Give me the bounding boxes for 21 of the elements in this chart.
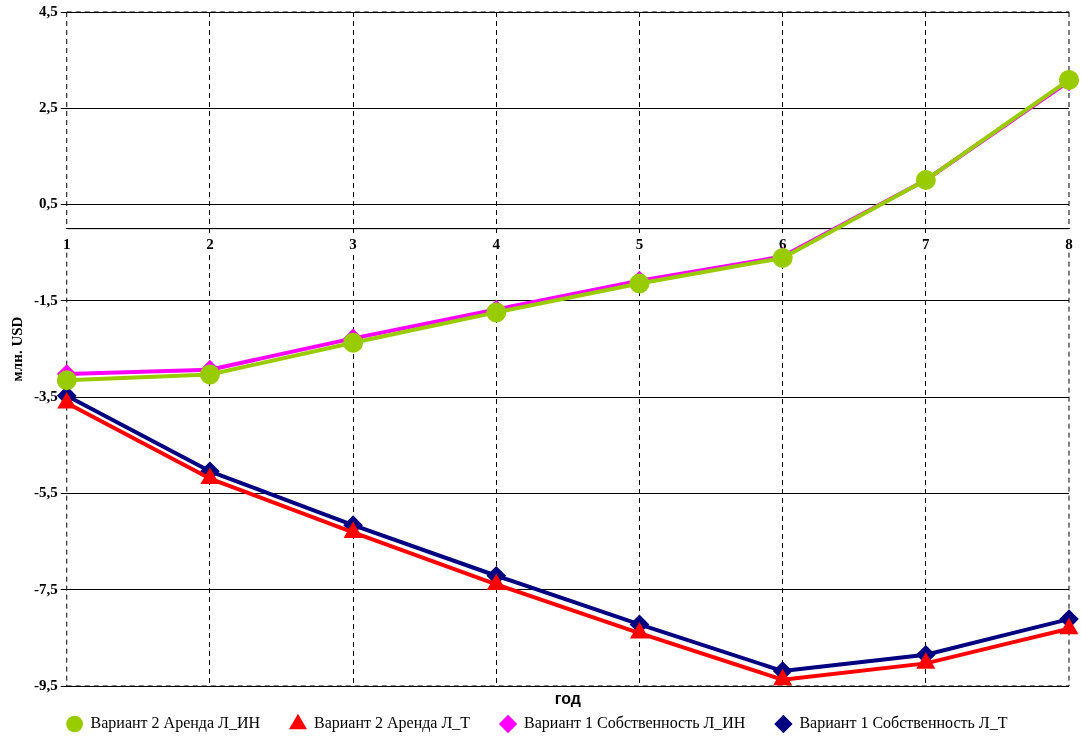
y-tick-label: -1,5 xyxy=(34,291,58,308)
x-tick-label: 3 xyxy=(349,235,357,252)
x-tick-label: 5 xyxy=(635,235,644,252)
y-tick-label: -5,5 xyxy=(34,484,58,501)
legend-label: Вариант 1 Собственность Л_Т xyxy=(799,714,1008,733)
x-axis-title: год xyxy=(554,690,581,708)
y-tick-label: -7,5 xyxy=(34,580,58,597)
x-tick-label: 4 xyxy=(492,235,501,252)
x-tick-label: 7 xyxy=(922,235,931,252)
x-tick-label: 1 xyxy=(63,235,71,252)
y-tick-label: -9,5 xyxy=(34,676,58,693)
y-axis-title: млн. USD xyxy=(8,316,25,382)
legend-label: Вариант 2 Аренда Л_ИН xyxy=(90,714,261,733)
y-tick-label: 2,5 xyxy=(39,99,58,116)
y-tick-label: 0,5 xyxy=(39,195,58,212)
y-tick-label: -3,5 xyxy=(34,388,58,405)
legend-label: Вариант 2 Аренда Л_Т xyxy=(314,714,471,733)
legend-label: Вариант 1 Собственность Л_ИН xyxy=(524,714,746,733)
y-tick-label: 4,5 xyxy=(39,2,58,19)
x-tick-label: 8 xyxy=(1065,235,1073,252)
x-tick-label: 2 xyxy=(206,235,214,252)
